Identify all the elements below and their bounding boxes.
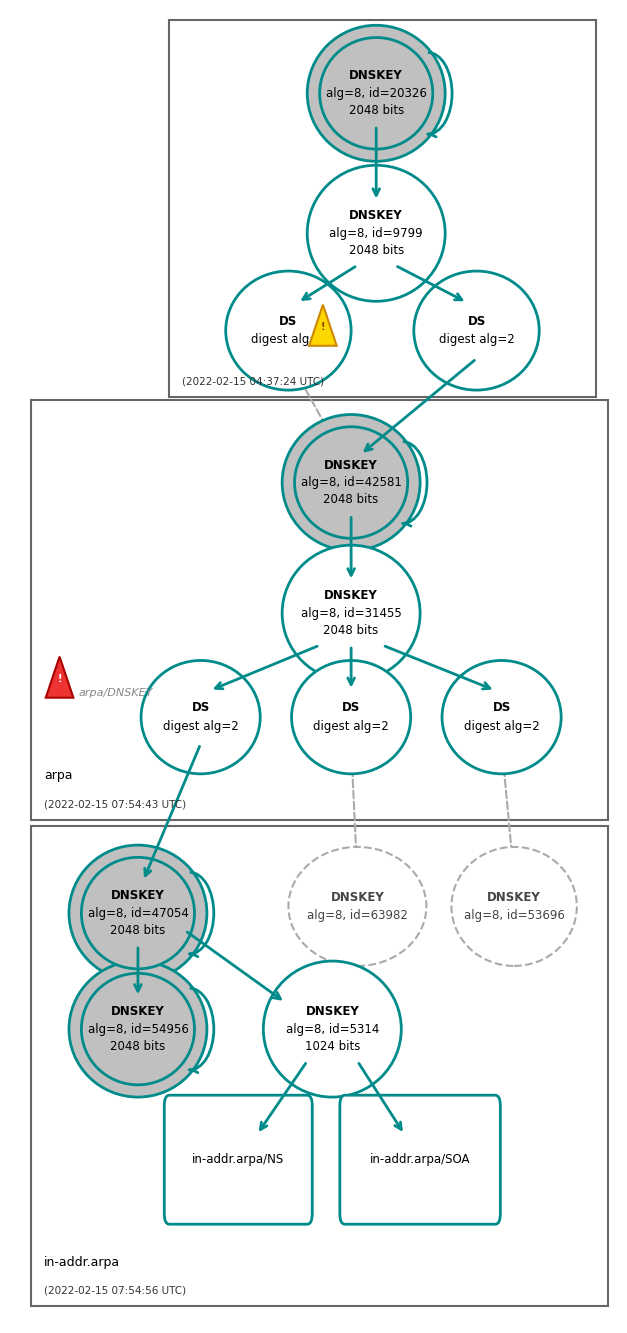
Ellipse shape: [288, 846, 426, 966]
Text: alg=8, id=54956: alg=8, id=54956: [88, 1022, 188, 1036]
Text: 2048 bits: 2048 bits: [110, 924, 166, 937]
Text: DNSKEY: DNSKEY: [349, 209, 403, 223]
Text: DS: DS: [467, 315, 486, 328]
Text: alg=8, id=5314: alg=8, id=5314: [286, 1022, 379, 1036]
Text: arpa/DNSKEY: arpa/DNSKEY: [78, 688, 153, 698]
Ellipse shape: [295, 427, 408, 539]
Ellipse shape: [82, 857, 194, 969]
Ellipse shape: [451, 846, 577, 966]
Text: DNSKEY: DNSKEY: [305, 1005, 359, 1018]
Text: 2048 bits: 2048 bits: [349, 244, 404, 257]
Text: digest alg=2: digest alg=2: [439, 333, 514, 347]
Ellipse shape: [414, 271, 539, 391]
Ellipse shape: [69, 845, 207, 981]
FancyBboxPatch shape: [164, 1096, 312, 1224]
Text: (2022-02-15 07:54:43 UTC): (2022-02-15 07:54:43 UTC): [44, 798, 186, 809]
Ellipse shape: [307, 165, 445, 301]
Ellipse shape: [320, 37, 433, 149]
Text: alg=8, id=42581: alg=8, id=42581: [301, 476, 401, 489]
FancyBboxPatch shape: [340, 1096, 500, 1224]
Text: DNSKEY: DNSKEY: [349, 69, 403, 83]
Ellipse shape: [226, 271, 351, 391]
Ellipse shape: [442, 660, 561, 774]
Text: 2048 bits: 2048 bits: [324, 624, 379, 637]
Text: DNSKEY: DNSKEY: [324, 589, 378, 603]
Text: alg=8, id=47054: alg=8, id=47054: [88, 906, 188, 920]
Ellipse shape: [263, 961, 401, 1097]
Ellipse shape: [282, 545, 420, 681]
Text: 2048 bits: 2048 bits: [110, 1040, 166, 1053]
Text: digest alg=2: digest alg=2: [464, 720, 539, 733]
Ellipse shape: [141, 660, 260, 774]
Text: digest alg=2: digest alg=2: [163, 720, 238, 733]
Text: DNSKEY: DNSKEY: [324, 459, 378, 472]
Ellipse shape: [282, 415, 420, 551]
Text: arpa: arpa: [44, 769, 72, 782]
Text: digest alg=1: digest alg=1: [251, 333, 326, 347]
Text: in-addr.arpa: in-addr.arpa: [44, 1256, 120, 1269]
Ellipse shape: [69, 961, 207, 1097]
Text: alg=8, id=9799: alg=8, id=9799: [329, 227, 423, 240]
Ellipse shape: [82, 973, 194, 1085]
Text: !: !: [320, 321, 325, 332]
Text: alg=8, id=31455: alg=8, id=31455: [301, 607, 401, 620]
Text: DS: DS: [342, 701, 361, 714]
Text: DS: DS: [279, 315, 298, 328]
Text: 2048 bits: 2048 bits: [324, 493, 379, 507]
Text: alg=8, id=20326: alg=8, id=20326: [326, 87, 426, 100]
Bar: [31, 826, 608, 1306]
Text: alg=8, id=53696: alg=8, id=53696: [464, 909, 564, 922]
Text: DNSKEY: DNSKEY: [487, 890, 541, 904]
Text: DNSKEY: DNSKEY: [330, 890, 384, 904]
Text: in-addr.arpa/SOA: in-addr.arpa/SOA: [370, 1153, 470, 1166]
Text: 1024 bits: 1024 bits: [305, 1040, 360, 1053]
Text: alg=8, id=63982: alg=8, id=63982: [307, 909, 408, 922]
Ellipse shape: [292, 660, 411, 774]
Bar: [169, 20, 596, 397]
Ellipse shape: [307, 25, 445, 161]
Text: DNSKEY: DNSKEY: [111, 1005, 165, 1018]
Text: DNSKEY: DNSKEY: [111, 889, 165, 902]
Text: DS: DS: [191, 701, 210, 714]
Text: in-addr.arpa/NS: in-addr.arpa/NS: [192, 1153, 285, 1166]
Bar: [31, 400, 608, 820]
Text: (2022-02-15 07:54:56 UTC): (2022-02-15 07:54:56 UTC): [44, 1285, 186, 1296]
Polygon shape: [309, 305, 337, 345]
Text: !: !: [57, 673, 62, 684]
Text: 2048 bits: 2048 bits: [349, 104, 404, 117]
Polygon shape: [46, 657, 73, 697]
Text: DS: DS: [492, 701, 511, 714]
Text: digest alg=2: digest alg=2: [314, 720, 389, 733]
Text: (2022-02-15 04:37:24 UTC): (2022-02-15 04:37:24 UTC): [182, 376, 324, 387]
